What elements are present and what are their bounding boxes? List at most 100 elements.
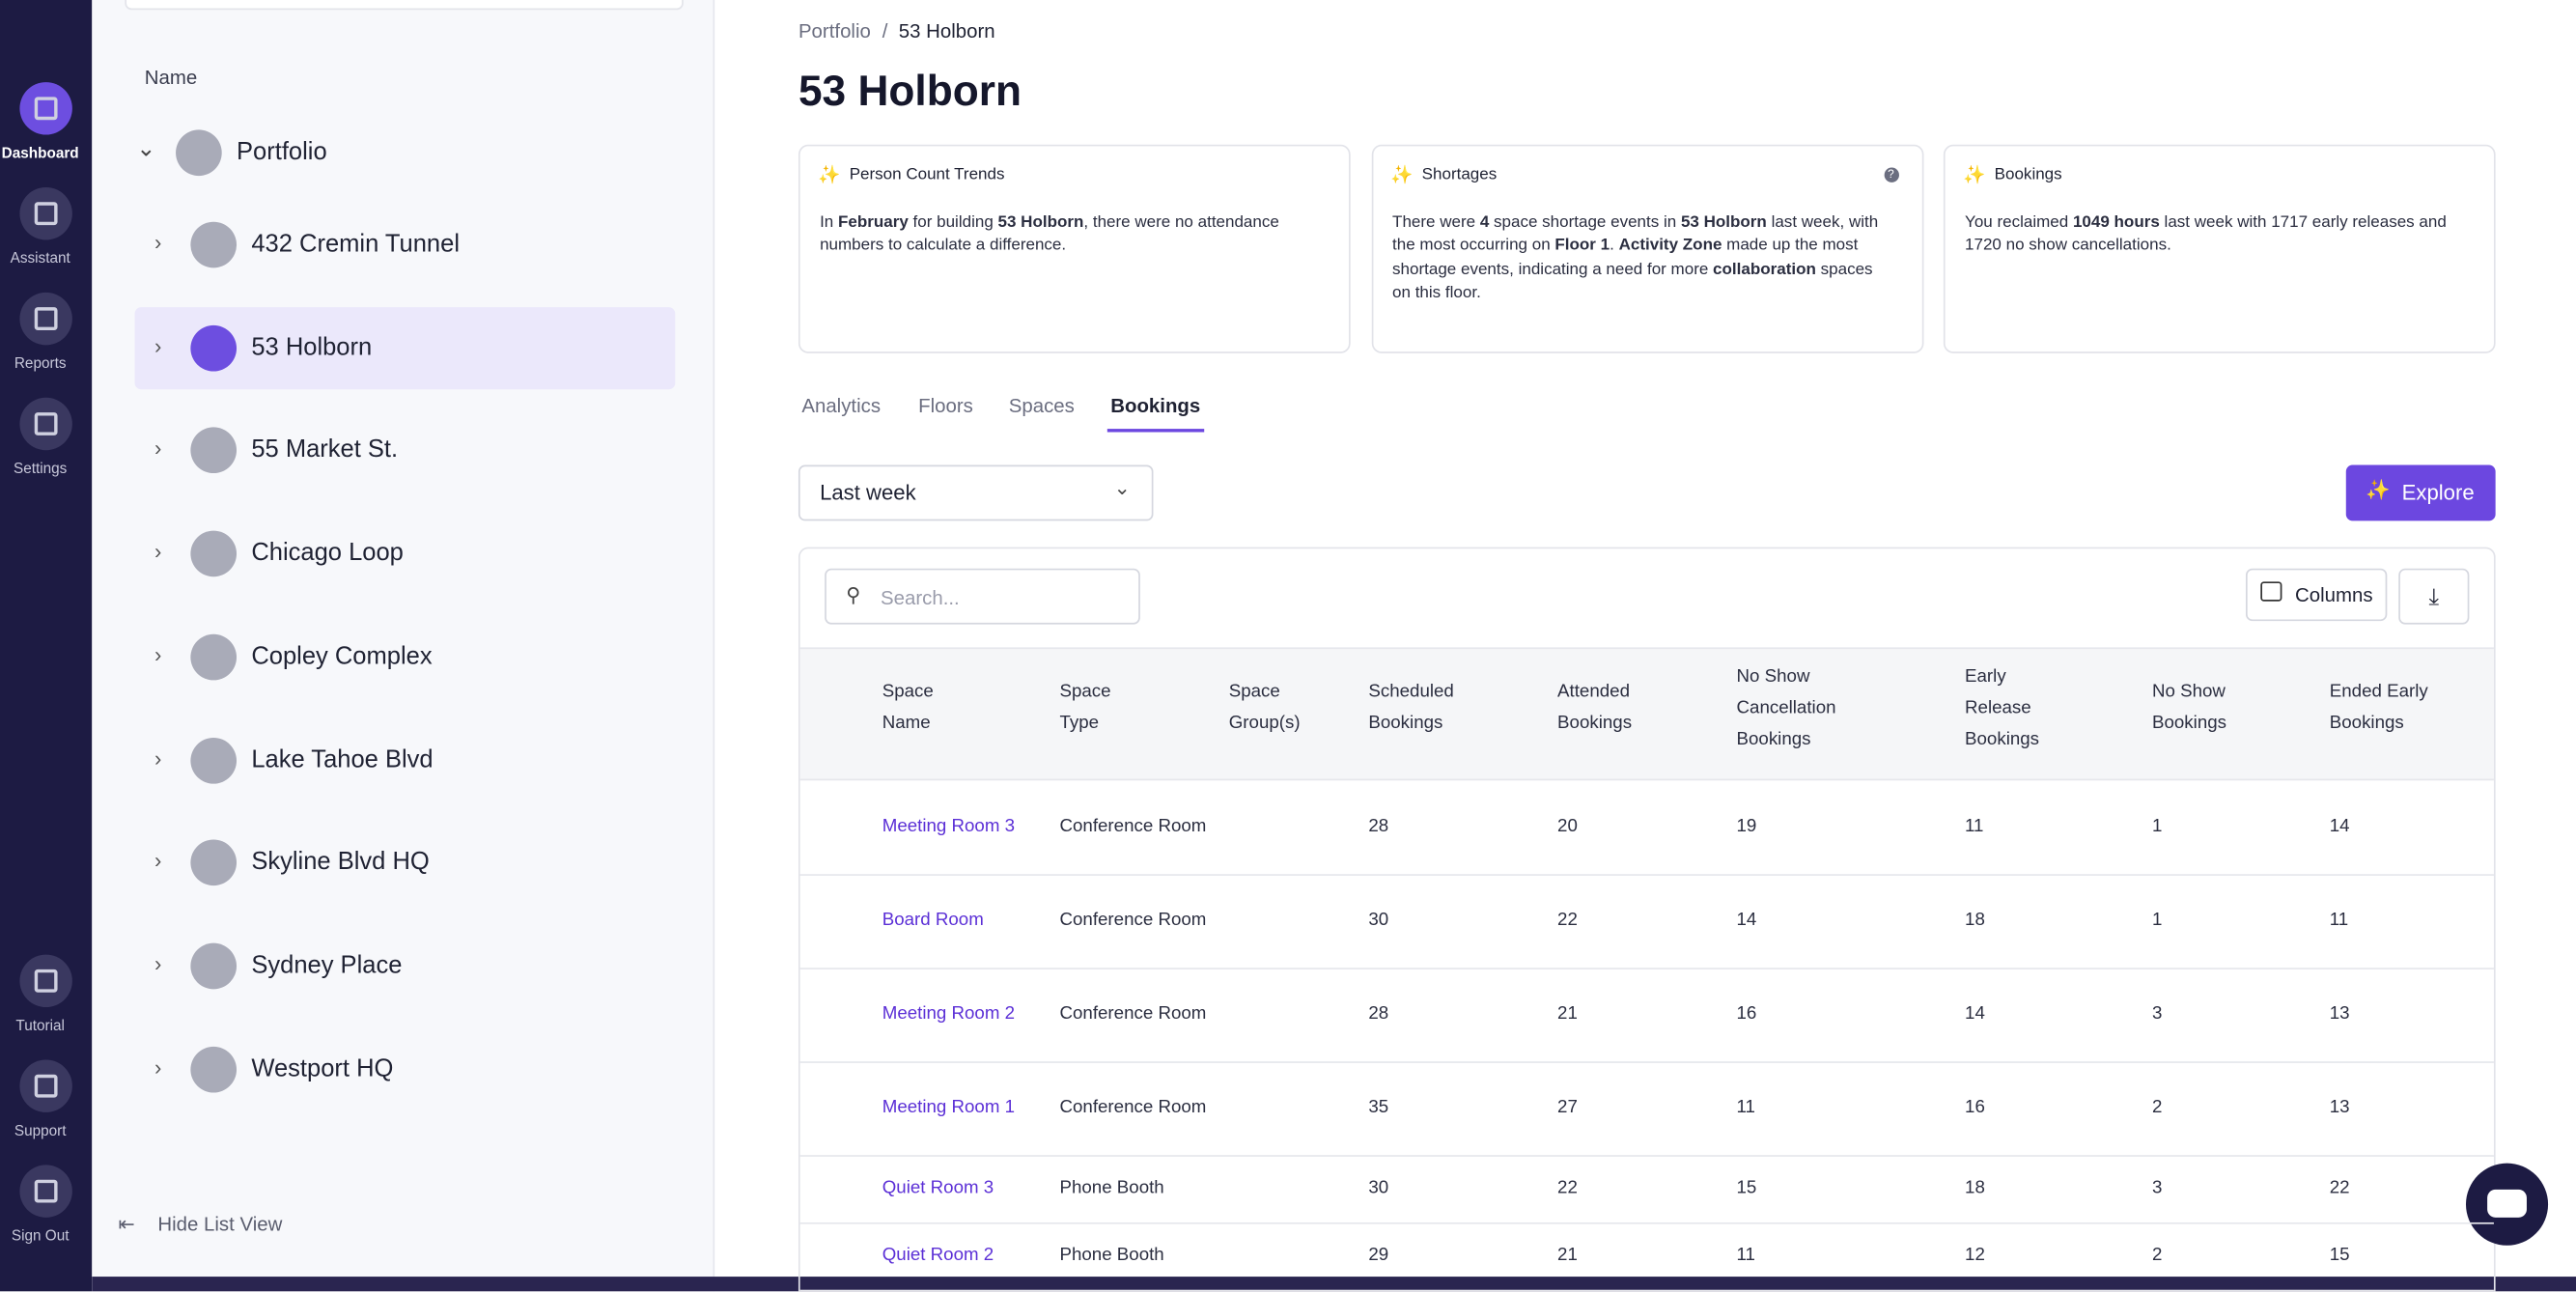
table-cell: 12: [1965, 1245, 1985, 1266]
tree-item[interactable]: Copley Complex: [251, 641, 433, 670]
card-text: 4: [1479, 213, 1490, 232]
card-title: Shortages: [1421, 165, 1498, 184]
nav-icon[interactable]: [19, 1059, 72, 1112]
tab[interactable]: Floors: [918, 394, 973, 418]
tree-caret[interactable]: ›: [154, 332, 162, 358]
breadcrumb[interactable]: Portfolio: [798, 19, 871, 43]
tree-item[interactable]: Skyline Blvd HQ: [251, 848, 430, 877]
row-divider: [799, 874, 2494, 876]
nav-icon[interactable]: [19, 82, 72, 135]
tree-item[interactable]: Sydney Place: [251, 950, 403, 979]
card-help[interactable]: ?: [1883, 167, 1899, 183]
tree-item[interactable]: 55 Market St.: [251, 435, 399, 464]
tree-caret[interactable]: ›: [154, 1053, 162, 1080]
search-box[interactable]: [825, 568, 1140, 625]
nav-icon-glyph: [34, 1179, 58, 1203]
tree-caret[interactable]: ›: [154, 539, 162, 564]
card-text: collaboration: [1713, 260, 1816, 279]
space-link[interactable]: Meeting Room 2: [882, 1003, 1016, 1025]
table-cell: 11: [1736, 1245, 1755, 1266]
tree-item[interactable]: Westport HQ: [251, 1053, 394, 1082]
card-text: for building: [908, 213, 998, 232]
card-text: last week with 1717 early releases and 1…: [1965, 213, 2447, 256]
nav-icon-glyph: [34, 969, 58, 993]
table-cell: 16: [1965, 1097, 1985, 1118]
space-link[interactable]: Quiet Room 2: [882, 1245, 994, 1266]
tree-caret[interactable]: ›: [154, 848, 162, 873]
table-cell: 14: [2329, 816, 2350, 837]
table-header: Group(s): [1228, 713, 1301, 733]
nav-label: Dashboard: [1, 144, 79, 161]
card: [798, 144, 1351, 353]
nav-label: Settings: [14, 460, 68, 477]
table-cell: 3: [2152, 1177, 2163, 1198]
tree-item[interactable]: 432 Cremin Tunnel: [251, 230, 461, 259]
table-header: Type: [1059, 713, 1100, 733]
columns-icon: [2260, 581, 2282, 602]
tree-item[interactable]: 53 Holborn: [251, 332, 373, 361]
download-button[interactable]: ⤓: [2398, 568, 2470, 625]
table-header: Scheduled: [1368, 682, 1454, 702]
tree-caret[interactable]: ›: [154, 744, 162, 771]
columns-button[interactable]: [2245, 568, 2388, 622]
hide-list-view[interactable]: Hide List View: [157, 1212, 283, 1236]
tree-caret[interactable]: ›: [154, 230, 162, 255]
table-cell: 18: [1965, 1177, 1985, 1198]
explore-icon: ✨: [2366, 478, 2391, 501]
tree-caret[interactable]: ›: [154, 950, 162, 976]
tree-item[interactable]: Chicago Loop: [251, 539, 404, 568]
space-link[interactable]: Meeting Room 3: [882, 816, 1016, 837]
card-title: Bookings: [1994, 165, 2062, 184]
column-label: Name: [144, 66, 198, 89]
table-header: Cancellation: [1736, 697, 1836, 717]
tab[interactable]: Spaces: [1008, 394, 1075, 418]
nav-label: Sign Out: [11, 1227, 70, 1245]
nav-icon[interactable]: [19, 954, 72, 1008]
tree-icon: [190, 221, 238, 268]
title: 53 Holborn: [798, 66, 1022, 116]
nav-icon[interactable]: [19, 186, 72, 240]
table-header: No Show: [2152, 682, 2226, 702]
tree-icon: [190, 428, 238, 474]
space-link[interactable]: Quiet Room 3: [882, 1177, 994, 1198]
table-cell: 13: [2329, 1097, 2350, 1118]
breadcrumb: 53 Holborn: [898, 19, 995, 43]
space-link[interactable]: Meeting Room 1: [882, 1097, 1016, 1118]
card-text: There were: [1392, 213, 1480, 232]
tree-caret[interactable]: ⌄: [136, 134, 156, 161]
panel-search-edge: [125, 0, 684, 11]
table-header: Space: [882, 682, 934, 702]
table-header: No Show: [1736, 665, 1810, 687]
hide-icon: ⇤: [118, 1212, 135, 1236]
table-cell: 27: [1557, 1097, 1578, 1118]
nav-icon-glyph: [34, 1074, 58, 1098]
nav-icon[interactable]: [19, 292, 72, 346]
tab[interactable]: Analytics: [801, 394, 882, 418]
tab[interactable]: Bookings: [1110, 394, 1201, 418]
nav-icon[interactable]: [19, 1165, 72, 1218]
nav-icon-glyph: [34, 202, 58, 226]
table-cell: Conference Room: [1059, 1097, 1207, 1118]
table-header: Attended: [1557, 682, 1630, 702]
tree-caret[interactable]: ›: [154, 435, 162, 462]
range-select[interactable]: [798, 464, 1154, 521]
nav-label: Support: [14, 1122, 67, 1139]
explore-label: Explore: [2401, 479, 2475, 505]
card-text: 53 Holborn: [1680, 213, 1767, 232]
range-caret: ⌄: [1113, 476, 1131, 500]
tree-root[interactable]: Portfolio: [237, 137, 327, 166]
tree-caret[interactable]: ›: [154, 641, 162, 667]
tree-icon: [190, 1046, 238, 1092]
table-cell: Phone Booth: [1059, 1177, 1164, 1198]
card-text: In: [820, 213, 838, 232]
space-link[interactable]: Board Room: [882, 910, 984, 931]
card-title: Person Count Trends: [849, 165, 1005, 184]
row-divider: [799, 1222, 2494, 1224]
card-text: 1049 hours: [2072, 213, 2160, 232]
tree-item[interactable]: Lake Tahoe Blvd: [251, 744, 434, 773]
nav-icon[interactable]: [19, 397, 72, 451]
explore-button[interactable]: [2345, 464, 2496, 521]
table-header: Release: [1965, 697, 2031, 717]
bottom-strip: [92, 1277, 2576, 1292]
